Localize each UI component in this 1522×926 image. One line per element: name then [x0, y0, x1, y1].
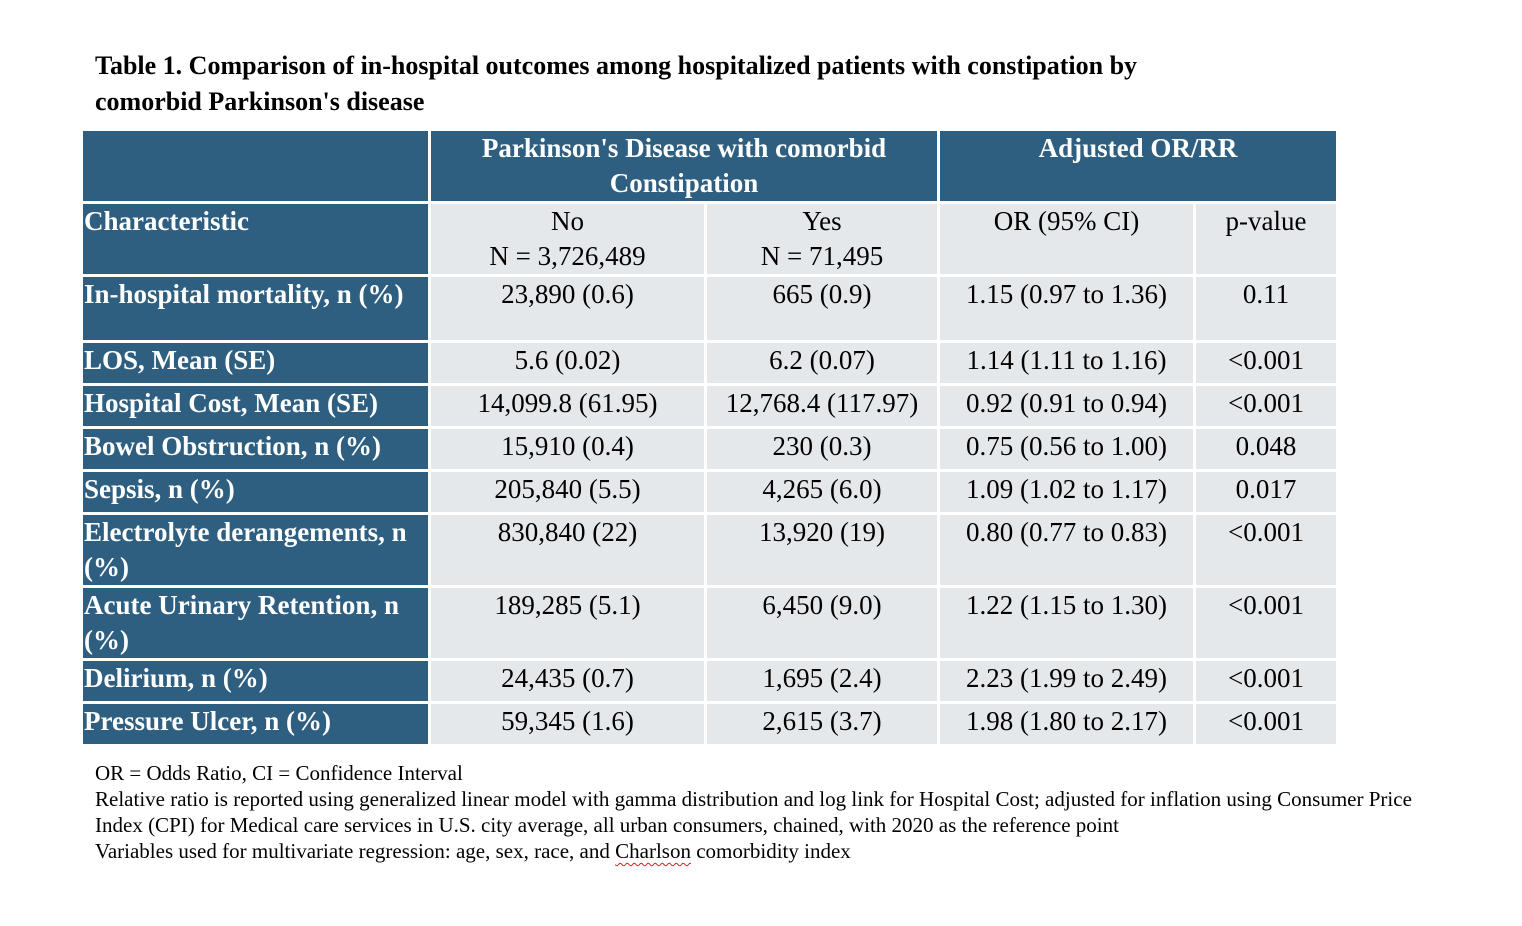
table-title-line2: comorbid Parkinson's disease	[95, 87, 425, 116]
yes-column-header: Yes N = 71,495	[704, 201, 940, 277]
or-value: 0.80 (0.77 to 0.83)	[937, 512, 1196, 588]
row-label: In-hospital mortality, n (%)	[80, 274, 431, 343]
no-value: 5.6 (0.02)	[428, 340, 707, 386]
row-label: Pressure Ulcer, n (%)	[80, 701, 431, 747]
yes-value: 4,265 (6.0)	[704, 469, 940, 515]
yes-value: 6,450 (9.0)	[704, 585, 940, 661]
p-value: <0.001	[1193, 340, 1339, 386]
yes-value: 665 (0.9)	[704, 274, 940, 343]
p-value: 0.048	[1193, 426, 1339, 472]
no-value: 24,435 (0.7)	[428, 658, 707, 704]
footnote-variables-end: comorbidity index	[690, 839, 851, 863]
or-value: 1.14 (1.11 to 1.16)	[937, 340, 1196, 386]
yes-value: 1,695 (2.4)	[704, 658, 940, 704]
no-value: 23,890 (0.6)	[428, 274, 707, 343]
table-row: Pressure Ulcer, n (%) 59,345 (1.6) 2,615…	[80, 701, 1339, 747]
no-value: 189,285 (5.1)	[428, 585, 707, 661]
no-value: 830,840 (22)	[428, 512, 707, 588]
table-row: Delirium, n (%) 24,435 (0.7) 1,695 (2.4)…	[80, 658, 1339, 704]
table-footnotes: OR = Odds Ratio, CI = Confidence Interva…	[95, 760, 1495, 864]
or-value: 1.22 (1.15 to 1.30)	[937, 585, 1196, 661]
no-value: 14,099.8 (61.95)	[428, 383, 707, 429]
or-ci-header: OR (95% CI)	[937, 201, 1196, 277]
p-value-header: p-value	[1193, 201, 1339, 277]
p-value: 0.11	[1193, 274, 1339, 343]
table-row: In-hospital mortality, n (%) 23,890 (0.6…	[80, 274, 1339, 343]
group-header-row: Parkinson's Disease with comorbid Consti…	[80, 128, 1339, 204]
table-row: Hospital Cost, Mean (SE) 14,099.8 (61.95…	[80, 383, 1339, 429]
row-label: LOS, Mean (SE)	[80, 340, 431, 386]
column-header-row: Characteristic No N = 3,726,489 Yes N = …	[80, 201, 1339, 277]
yes-value: 12,768.4 (117.97)	[704, 383, 940, 429]
or-value: 0.92 (0.91 to 0.94)	[937, 383, 1196, 429]
p-value: 0.017	[1193, 469, 1339, 515]
row-label: Electrolyte derangements, n (%)	[80, 512, 431, 588]
footnote-relative-ratio: Relative ratio is reported using general…	[95, 787, 1412, 811]
footnote-variables: Variables used for multivariate regressi…	[95, 838, 1495, 864]
footnote-cpi: Index (CPI) for Medical care services in…	[95, 813, 1119, 837]
row-label: Delirium, n (%)	[80, 658, 431, 704]
table-title-line1: Table 1. Comparison of in-hospital outco…	[95, 51, 1138, 80]
row-label: Hospital Cost, Mean (SE)	[80, 383, 431, 429]
no-value: 205,840 (5.5)	[428, 469, 707, 515]
no-n: N = 3,726,489	[489, 241, 646, 271]
footnote-variables-text: Variables used for multivariate regressi…	[95, 839, 616, 863]
table-row: Sepsis, n (%) 205,840 (5.5) 4,265 (6.0) …	[80, 469, 1339, 515]
no-column-header: No N = 3,726,489	[428, 201, 707, 277]
no-label: No	[551, 206, 584, 236]
table-body: In-hospital mortality, n (%) 23,890 (0.6…	[80, 274, 1339, 747]
or-value: 1.98 (1.80 to 2.17)	[937, 701, 1196, 747]
pd-group-header-line1: Parkinson's Disease with comorbid	[481, 133, 887, 163]
p-value: <0.001	[1193, 383, 1339, 429]
p-value: <0.001	[1193, 658, 1339, 704]
blank-header-cell	[80, 128, 431, 204]
row-label: Sepsis, n (%)	[80, 469, 431, 515]
row-label: Bowel Obstruction, n (%)	[80, 426, 431, 472]
table-row: LOS, Mean (SE) 5.6 (0.02) 6.2 (0.07) 1.1…	[80, 340, 1339, 386]
no-value: 15,910 (0.4)	[428, 426, 707, 472]
table-title: Table 1. Comparison of in-hospital outco…	[95, 48, 1295, 120]
or-value: 1.15 (0.97 to 1.36)	[937, 274, 1196, 343]
or-value: 1.09 (1.02 to 1.17)	[937, 469, 1196, 515]
or-value: 0.75 (0.56 to 1.00)	[937, 426, 1196, 472]
no-value: 59,345 (1.6)	[428, 701, 707, 747]
or-value: 2.23 (1.99 to 2.49)	[937, 658, 1196, 704]
table-row: Acute Urinary Retention, n (%) 189,285 (…	[80, 585, 1339, 661]
yes-n: N = 71,495	[760, 241, 884, 271]
p-value: <0.001	[1193, 585, 1339, 661]
table-row: Electrolyte derangements, n (%) 830,840 …	[80, 512, 1339, 588]
p-value: <0.001	[1193, 512, 1339, 588]
yes-value: 2,615 (3.7)	[704, 701, 940, 747]
yes-value: 6.2 (0.07)	[704, 340, 940, 386]
outcomes-table: Parkinson's Disease with comorbid Consti…	[80, 128, 1339, 747]
spellcheck-flagged-word[interactable]: Charlson	[615, 839, 691, 863]
table-row: Bowel Obstruction, n (%) 15,910 (0.4) 23…	[80, 426, 1339, 472]
yes-value: 13,920 (19)	[704, 512, 940, 588]
pd-group-header: Parkinson's Disease with comorbid Consti…	[428, 128, 940, 204]
yes-value: 230 (0.3)	[704, 426, 940, 472]
footnote-abbreviations: OR = Odds Ratio, CI = Confidence Interva…	[95, 761, 463, 785]
p-value: <0.001	[1193, 701, 1339, 747]
yes-label: Yes	[802, 206, 842, 236]
adjusted-header: Adjusted OR/RR	[937, 128, 1339, 204]
row-label: Acute Urinary Retention, n (%)	[80, 585, 431, 661]
characteristic-header: Characteristic	[80, 201, 431, 277]
pd-group-header-line2: Constipation	[609, 168, 759, 198]
